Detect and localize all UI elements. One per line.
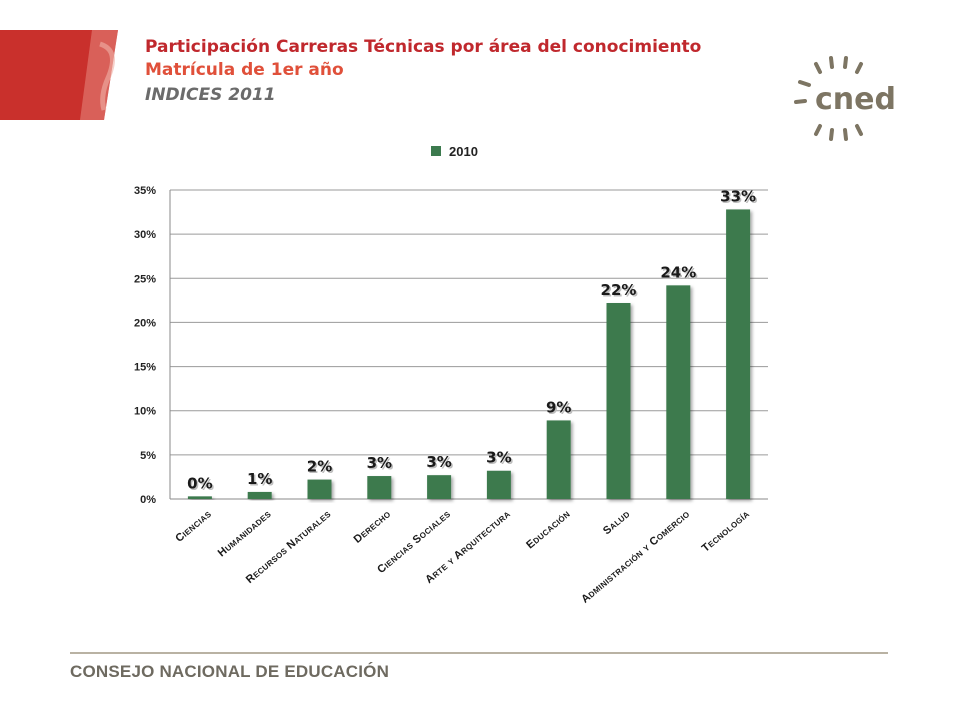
data-label: 24%: [660, 263, 696, 281]
data-label: 3%: [486, 449, 511, 467]
data-label-shadow: 33%: [722, 189, 758, 207]
cned-logo: cned: [794, 56, 896, 141]
x-tick-label: Ciencias: [173, 508, 214, 545]
data-label: 22%: [601, 281, 637, 299]
y-tick-label: 25%: [134, 273, 156, 285]
x-tick-label: Derecho: [352, 508, 394, 546]
bar: [307, 479, 332, 499]
bar: [427, 475, 452, 499]
legend-label: 2010: [449, 144, 478, 159]
chart-title: Participación Carreras Técnicas por área…: [145, 37, 702, 57]
y-tick-label: 15%: [134, 362, 156, 374]
x-tick-label: Administración y Comercio: [579, 508, 692, 606]
x-tick-label: Educación: [524, 508, 572, 551]
data-label: 2%: [307, 458, 332, 476]
y-tick-label: 0%: [140, 494, 156, 506]
data-label-shadow: 0%: [189, 476, 214, 494]
y-tick-label: 20%: [134, 317, 156, 329]
data-label-shadow: 1%: [248, 471, 273, 489]
data-label: 0%: [187, 474, 212, 492]
bar: [546, 420, 571, 499]
chart-subtitle-year: INDICES 2011: [145, 85, 276, 105]
data-label-shadow: 3%: [428, 455, 453, 473]
bar: [726, 209, 751, 499]
bar: [367, 476, 392, 499]
data-label-shadow: 3%: [368, 456, 393, 474]
title-block: Participación Carreras Técnicas por área…: [145, 36, 701, 108]
y-tick-label: 5%: [140, 450, 156, 462]
footer-divider: [70, 652, 888, 654]
bar: [486, 470, 511, 499]
data-label: 33%: [720, 187, 756, 205]
header-decoration: [0, 30, 118, 120]
data-label-shadow: 3%: [488, 450, 513, 468]
data-label: 3%: [426, 453, 451, 471]
bar: [606, 303, 631, 499]
x-tick-label: Humanidades: [216, 508, 274, 560]
cned-logo-text: cned: [815, 82, 896, 117]
x-tick-label: Tecnología: [700, 508, 752, 555]
data-label-shadow: 22%: [602, 283, 638, 301]
data-label-shadow: 2%: [308, 459, 333, 477]
bar-chart: 0%5%10%15%20%25%30%35%20100%0%Ciencias1%…: [134, 144, 768, 606]
y-tick-label: 10%: [134, 406, 156, 418]
chart-subtitle: Matrícula de 1er año: [145, 60, 344, 80]
bar: [247, 491, 272, 499]
x-tick-label: Salud: [601, 508, 633, 537]
data-label-shadow: 24%: [662, 265, 698, 283]
legend-swatch: [431, 146, 441, 156]
data-label: 1%: [247, 470, 272, 488]
y-tick-label: 30%: [134, 229, 156, 241]
data-label: 9%: [546, 398, 571, 416]
bar: [187, 496, 212, 499]
y-tick-label: 35%: [134, 185, 156, 197]
bar: [666, 285, 691, 499]
data-label: 3%: [367, 454, 392, 472]
data-label-shadow: 9%: [547, 400, 572, 418]
footer-text: CONSEJO NACIONAL DE EDUCACIÓN: [70, 662, 390, 681]
